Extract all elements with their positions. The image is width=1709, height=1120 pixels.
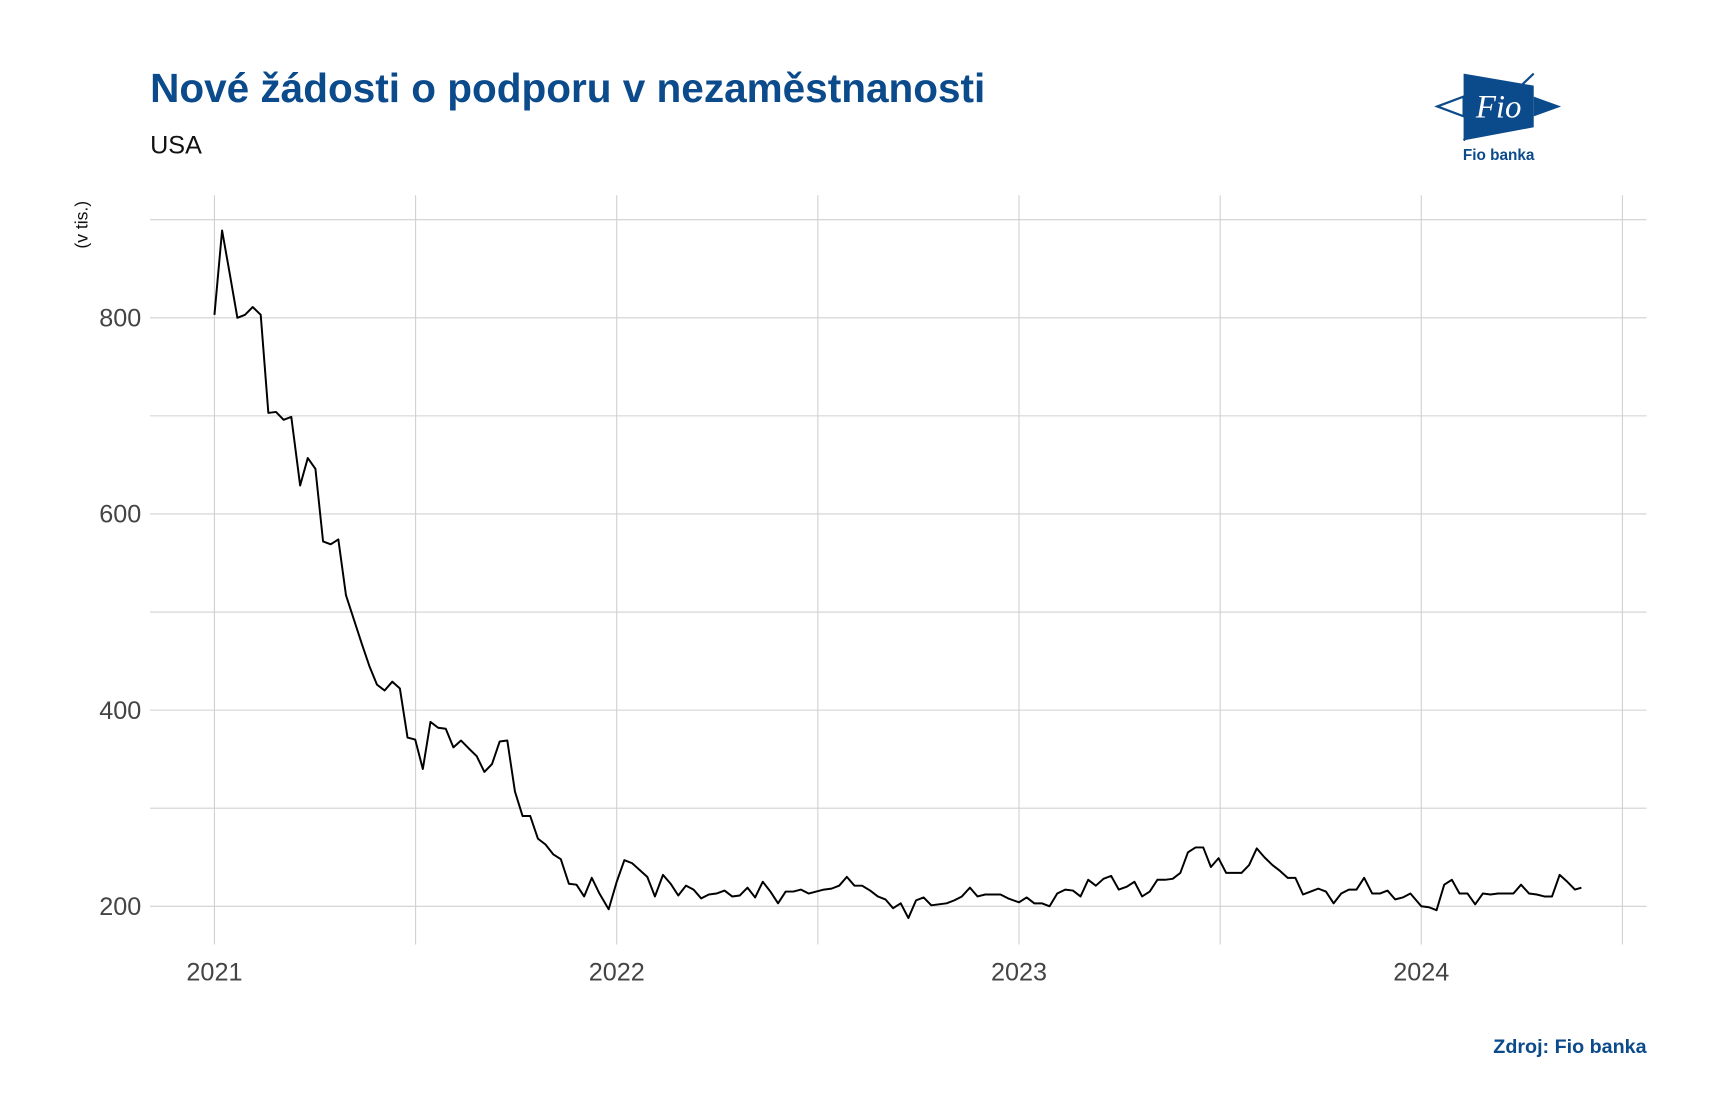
line: [213, 229, 1582, 920]
y-tick-label: 200: [99, 893, 141, 921]
logo-shape: [1533, 96, 1562, 117]
logo-shape: [1434, 95, 1465, 118]
x-tick-label: 2021: [186, 959, 242, 987]
chart-title: Nové žádosti o podporu v nezaměstnanosti: [150, 65, 985, 111]
y-axis-label: (v tis.): [72, 201, 92, 249]
logo: Fio Fio banka: [1434, 72, 1562, 164]
logo-text: Fio: [1475, 89, 1522, 125]
y-tick-label: 600: [99, 501, 141, 529]
x-tick-label: 2022: [589, 959, 645, 987]
logo-caption: Fio banka: [1463, 147, 1535, 164]
chart-subtitle: USA: [150, 132, 202, 160]
logo-shape: [1462, 72, 1535, 142]
x-tick-label: 2024: [1393, 959, 1449, 987]
y-tick-label: 400: [99, 697, 141, 725]
y-tick-label: 800: [99, 305, 141, 333]
x-tick-label: 2023: [991, 959, 1047, 987]
source: Zdroj: Fio banka: [1493, 1036, 1647, 1058]
